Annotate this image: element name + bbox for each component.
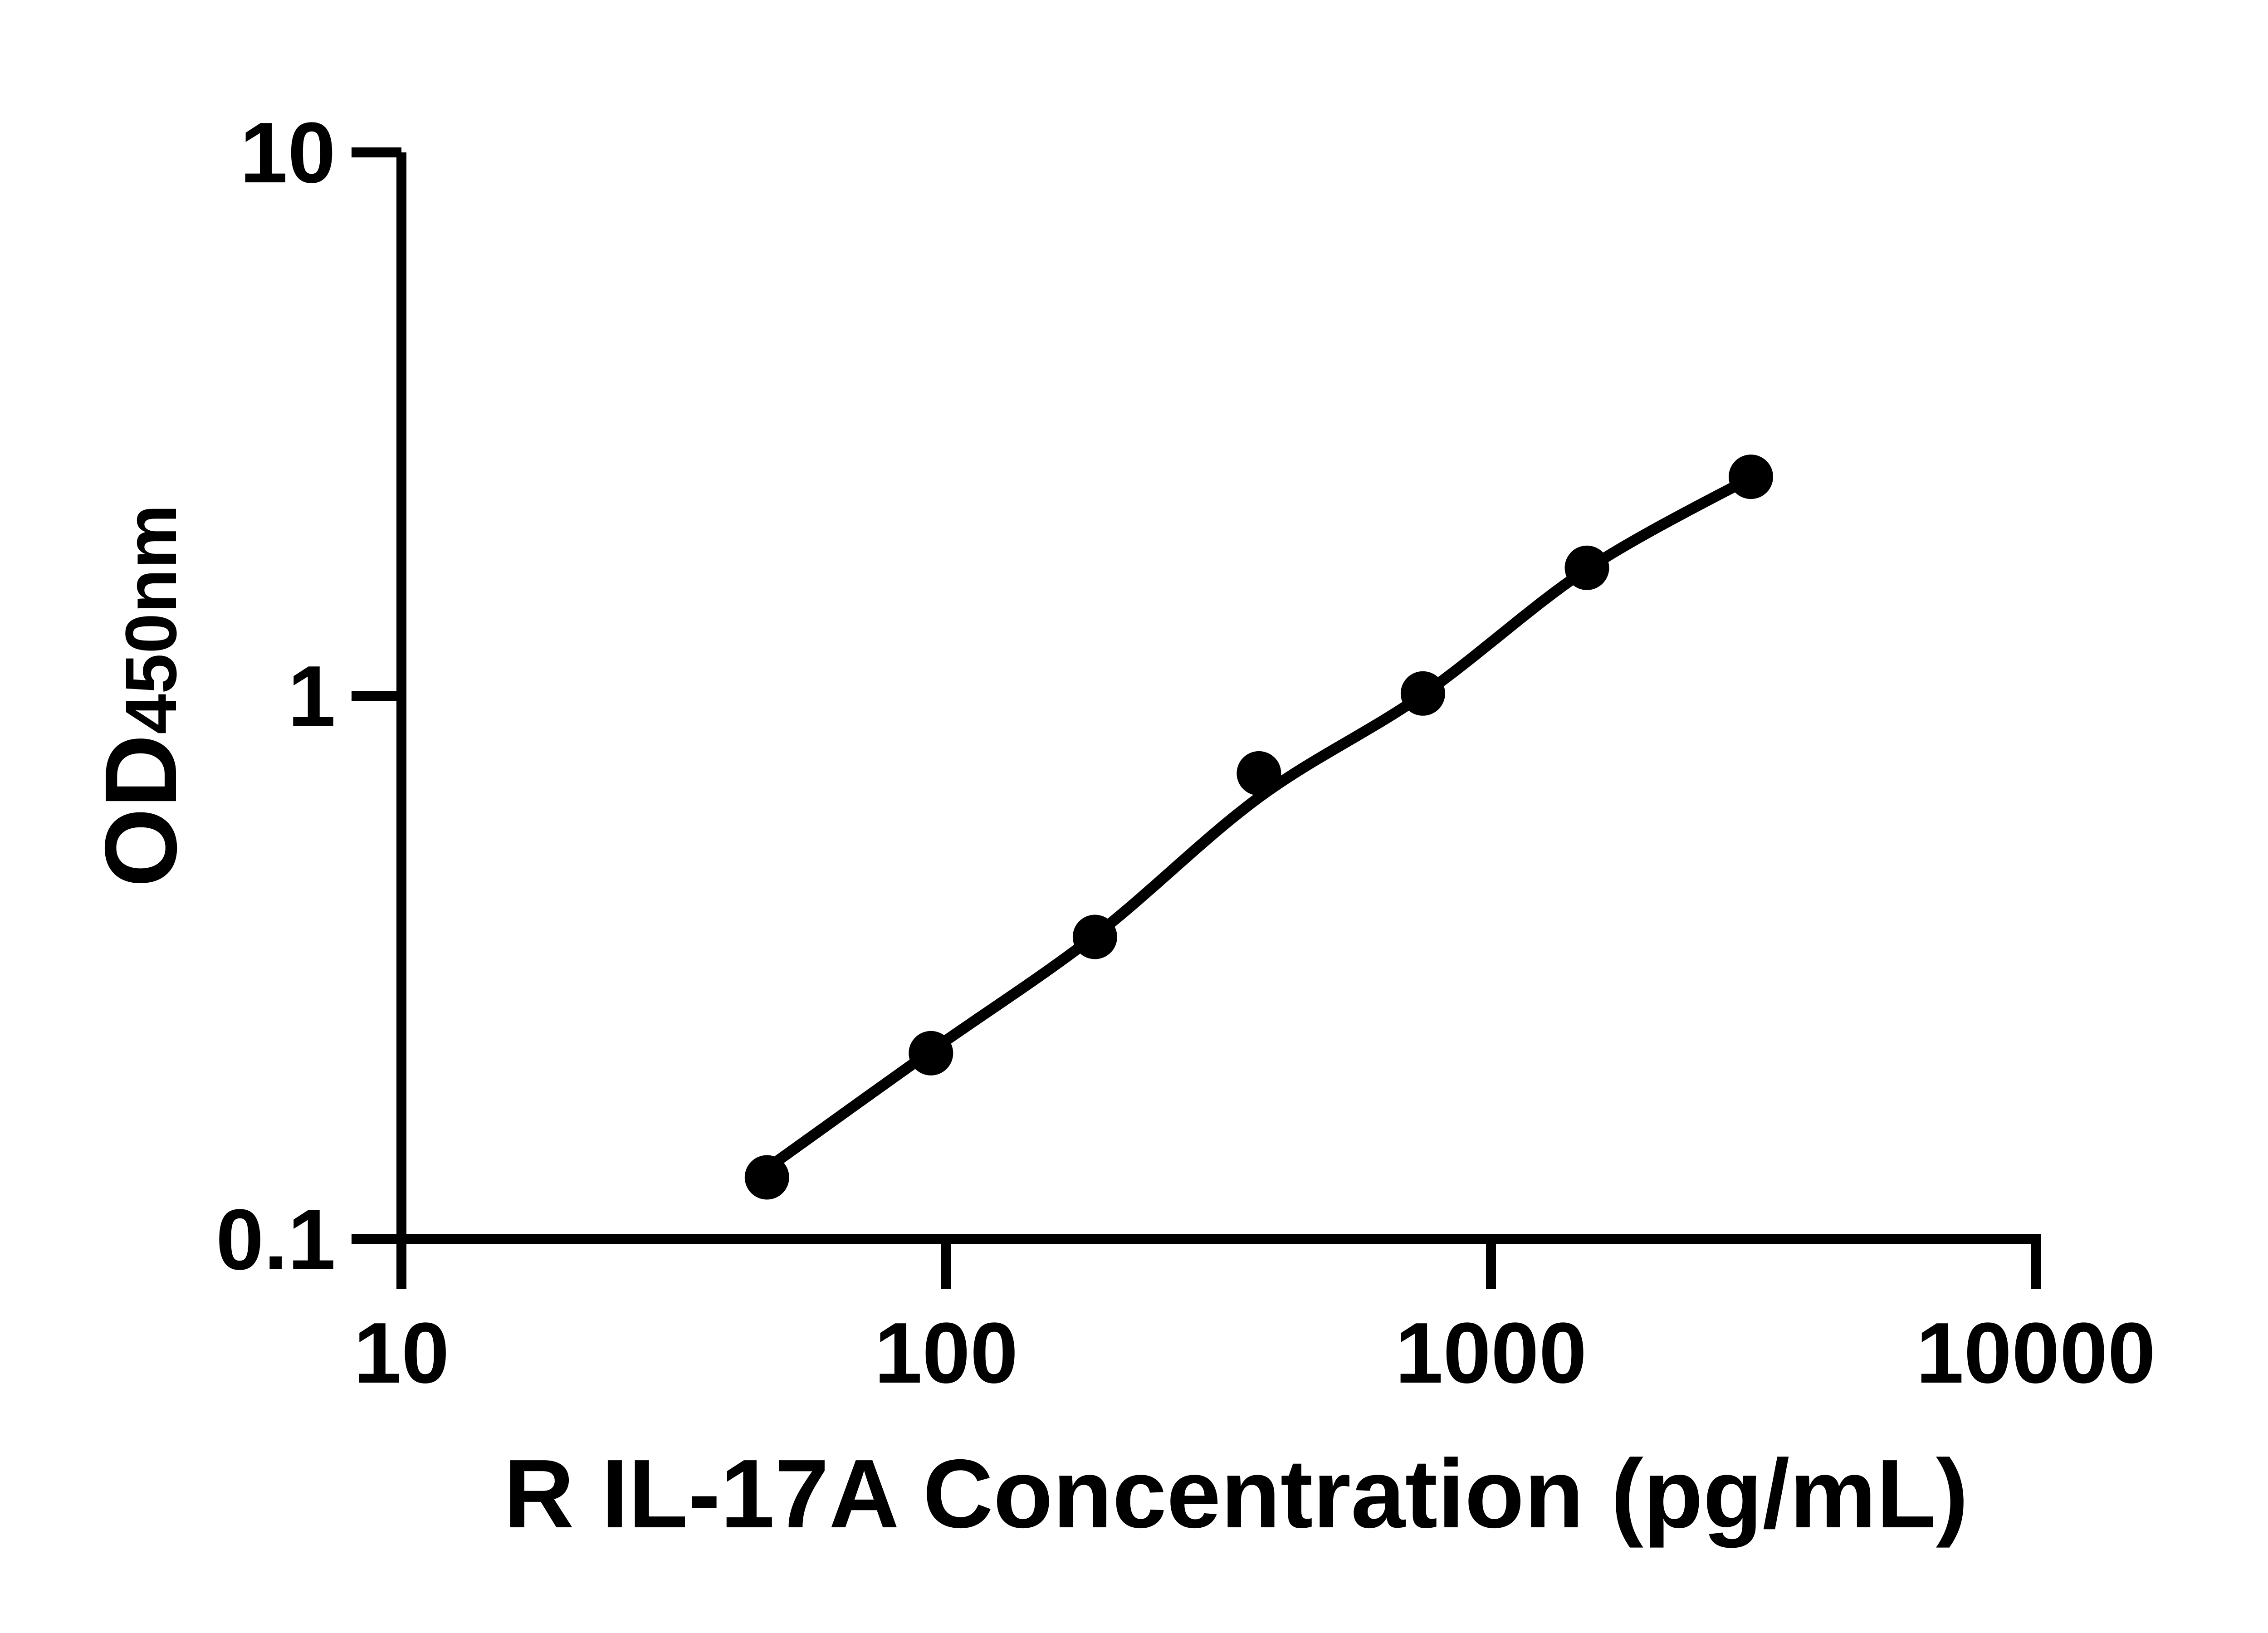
- x-tick-label: 10: [353, 1305, 449, 1401]
- data-point: [1729, 455, 1773, 499]
- data-point: [1237, 751, 1281, 796]
- y-tick-label: 1: [288, 648, 336, 744]
- data-point: [744, 1155, 789, 1200]
- x-tick-label: 100: [874, 1305, 1018, 1401]
- y-tick-label: 10: [240, 105, 336, 201]
- data-point: [1400, 671, 1445, 716]
- y-axis-title-subscript: 450nm: [110, 504, 191, 734]
- x-axis-title: R IL-17A Concentration (pg/mL): [504, 1439, 1969, 1548]
- y-axis-title-main: OD: [83, 734, 198, 888]
- data-point: [909, 1031, 953, 1076]
- y-axis-title: OD450nm: [83, 504, 198, 887]
- data-point: [1072, 914, 1117, 959]
- x-tick-label: 1000: [1395, 1305, 1587, 1401]
- x-tick-label: 10000: [1916, 1305, 2156, 1401]
- data-point: [1564, 545, 1609, 590]
- y-tick-label: 0.1: [216, 1192, 336, 1288]
